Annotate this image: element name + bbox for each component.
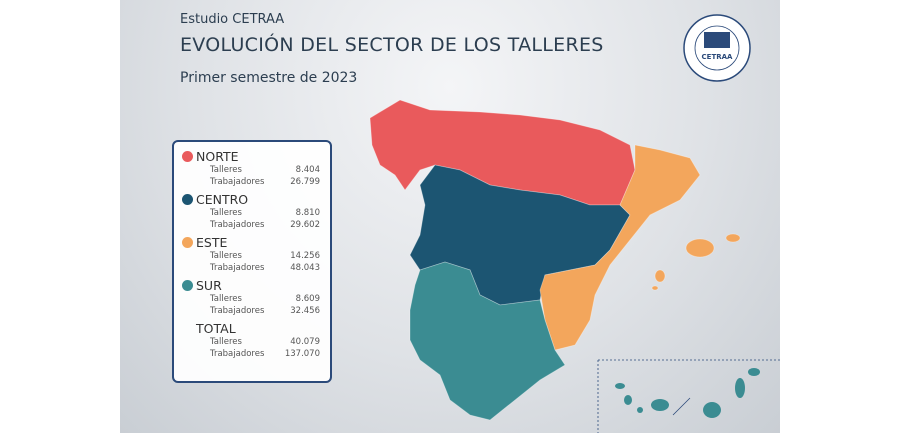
stat-row: Talleres 40.079 xyxy=(182,337,322,349)
legend-dot xyxy=(182,237,193,248)
logo: CETRAA xyxy=(683,14,751,82)
legend-group: CENTRO Talleres 8.810 Trabajadores 29.602 xyxy=(182,191,322,231)
stat-value: 40.079 xyxy=(290,337,320,347)
region-sur xyxy=(409,261,566,421)
map: CETRAA xyxy=(369,14,780,433)
stat-row: Trabajadores 48.043 xyxy=(182,263,322,275)
region-name: CENTRO xyxy=(196,192,249,207)
legend: NORTE Talleres 8.404 Trabajadores 26.799 CENT… xyxy=(172,140,332,383)
stat-row: Talleres 8.404 xyxy=(182,165,322,177)
kicker: Estudio CETRAA xyxy=(180,12,285,27)
stat-row: Talleres 14.256 xyxy=(182,251,322,263)
legend-heading: NORTE xyxy=(182,148,322,165)
logo-label: CETRAA xyxy=(702,53,734,61)
region-este xyxy=(539,144,741,351)
region-name: ESTE xyxy=(196,235,228,250)
stat-value: 8.810 xyxy=(295,208,320,218)
stat-value: 137.070 xyxy=(284,348,320,359)
stat-value: 8.404 xyxy=(295,165,320,175)
stat-label: Talleres xyxy=(210,294,242,304)
stat-row: Trabajadores 32.456 xyxy=(182,306,322,318)
stat-row: Trabajadores 137.070 xyxy=(182,349,322,361)
stat-value: 32.456 xyxy=(290,305,320,316)
stat-label: Talleres xyxy=(210,208,242,218)
stat-value: 29.602 xyxy=(290,219,320,230)
stat-label: Talleres xyxy=(210,337,242,347)
stat-label: Talleres xyxy=(210,251,242,261)
region-name: SUR xyxy=(196,278,222,293)
legend-group: SUR Talleres 8.609 Trabajadores 32.456 xyxy=(182,277,322,317)
legend-dot xyxy=(182,194,193,205)
canary-inset xyxy=(597,359,780,433)
legend-dot xyxy=(182,151,193,162)
legend-group: NORTE Talleres 8.404 Trabajadores 26.799 xyxy=(182,148,322,188)
region-name: TOTAL xyxy=(196,321,236,336)
stat-label: Trabajadores xyxy=(210,176,265,187)
legend-heading: SUR xyxy=(182,277,322,294)
stat-value: 8.609 xyxy=(295,294,320,304)
legend-heading: ESTE xyxy=(182,234,322,251)
stat-row: Talleres 8.810 xyxy=(182,208,322,220)
stat-value: 26.799 xyxy=(290,176,320,187)
stat-label: Trabajadores xyxy=(210,262,265,273)
stat-label: Trabajadores xyxy=(210,348,265,359)
stat-label: Talleres xyxy=(210,165,242,175)
legend-group: ESTE Talleres 14.256 Trabajadores 48.043 xyxy=(182,234,322,274)
subtitle: Primer semestre de 2023 xyxy=(180,70,358,86)
legend-group: TOTAL Talleres 40.079 Trabajadores 137.070 xyxy=(182,320,322,360)
stat-label: Trabajadores xyxy=(210,219,265,230)
region-name: NORTE xyxy=(196,149,239,164)
legend-heading: CENTRO xyxy=(182,191,322,208)
legend-heading: TOTAL xyxy=(182,320,322,337)
stat-label: Trabajadores xyxy=(210,305,265,316)
stat-row: Trabajadores 29.602 xyxy=(182,220,322,232)
stat-row: Talleres 8.609 xyxy=(182,294,322,306)
title: EVOLUCIÓN DEL SECTOR DE LOS TALLERES xyxy=(180,34,604,56)
stat-row: Trabajadores 26.799 xyxy=(182,177,322,189)
stat-value: 14.256 xyxy=(290,251,320,261)
stat-value: 48.043 xyxy=(290,262,320,273)
legend-dot xyxy=(182,280,193,291)
infographic: CETRAA Estudio CETRAA EVOLUCIÓN DEL SECT… xyxy=(120,0,780,433)
